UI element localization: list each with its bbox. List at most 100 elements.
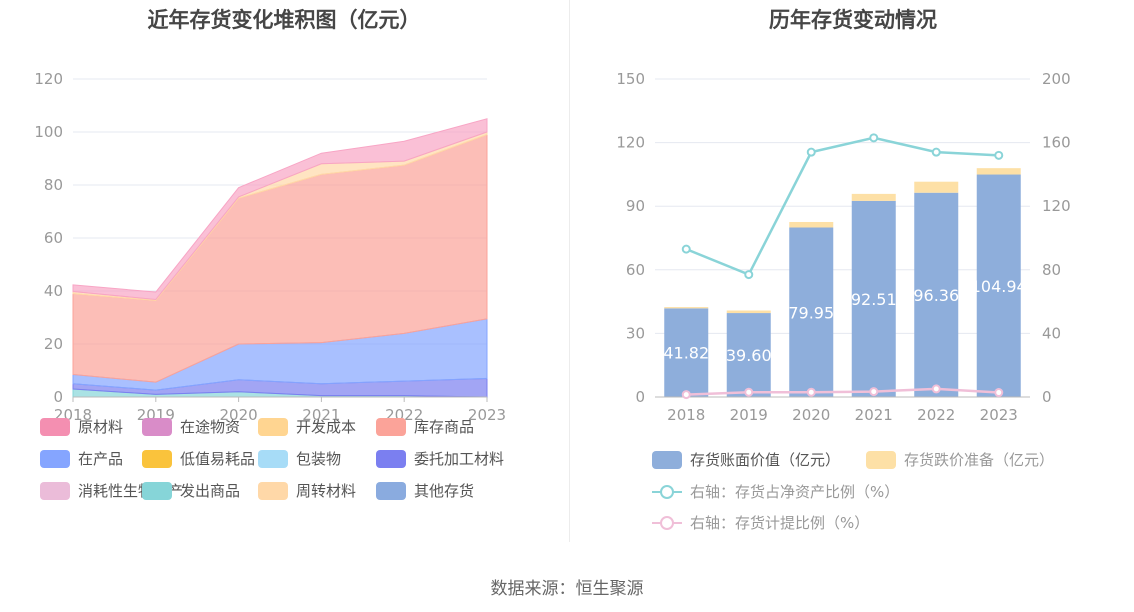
line-provision-ratio <box>686 387 999 396</box>
point-asset-ratio <box>931 147 941 157</box>
legend-item-其他存货[interactable]: 其他存货 <box>376 480 474 501</box>
bar-provision <box>976 168 1021 175</box>
left-y-tick-label: 0 <box>53 388 63 406</box>
legend-label: 在途物资 <box>180 418 241 436</box>
right-x-tick-label: 2021 <box>855 406 893 424</box>
right-y-right-tick-label: 160 <box>1042 134 1071 152</box>
point-provision-ratio <box>869 387 879 397</box>
legend-swatch <box>40 481 70 500</box>
data-source-note: 数据来源：恒生聚源 <box>490 579 644 599</box>
right-y-left-tick-label: 30 <box>626 324 645 342</box>
left-y-tick-label: 100 <box>34 123 63 141</box>
right-y-right-tick-label: 200 <box>1042 70 1071 88</box>
legend-swatch <box>652 514 682 532</box>
left-x-tick-label: 2023 <box>468 406 506 424</box>
right-y-right-tick-label: 0 <box>1042 388 1052 406</box>
right-x-tick-label: 2018 <box>667 406 705 424</box>
bar-book-value <box>726 313 771 397</box>
legend-item-右轴：存货计提比例（%）[interactable]: 右轴：存货计提比例（%） <box>652 512 869 533</box>
legend-swatch <box>866 450 896 469</box>
left-x-tick-label: 2021 <box>302 406 340 424</box>
point-asset-ratio <box>806 147 816 157</box>
right-y-left-tick-label: 120 <box>616 134 645 152</box>
legend-label: 存货账面价值（亿元） <box>690 451 841 469</box>
legend-label: 包装物 <box>296 450 342 468</box>
legend-item-在产品[interactable]: 在产品 <box>40 448 123 469</box>
point-asset-ratio <box>869 133 879 143</box>
legend-swatch <box>258 417 288 436</box>
right-y-left-tick-label: 0 <box>635 388 645 406</box>
left-chart-title: 近年存货变化堆积图（亿元） <box>147 8 421 32</box>
legend-label: 周转材料 <box>296 482 357 500</box>
right-y-right-tick-label: 120 <box>1042 197 1071 215</box>
legend-item-在途物资[interactable]: 在途物资 <box>142 416 240 437</box>
legend-item-存货跌价准备（亿元）[interactable]: 存货跌价准备（亿元） <box>866 449 1054 470</box>
legend-item-库存商品[interactable]: 库存商品 <box>376 416 474 437</box>
legend-item-委托加工材料[interactable]: 委托加工材料 <box>376 448 504 469</box>
legend-label: 发出商品 <box>180 482 241 500</box>
legend-label: 委托加工材料 <box>414 450 505 468</box>
legend-swatch <box>142 481 172 500</box>
legend-label: 原材料 <box>78 418 124 436</box>
bar-book-value <box>914 192 959 397</box>
right-y-right-tick-label: 40 <box>1042 324 1061 342</box>
bar-book-value <box>851 200 896 397</box>
legend-swatch <box>258 449 288 468</box>
bar-provision <box>851 193 896 201</box>
legend-swatch <box>142 417 172 436</box>
legend-label: 在产品 <box>78 450 124 468</box>
point-asset-ratio <box>994 150 1004 160</box>
point-provision-ratio <box>806 387 816 397</box>
bar-data-label: 39.60 <box>726 346 772 365</box>
left-x-tick-label: 2020 <box>220 406 258 424</box>
legend-swatch <box>376 417 406 436</box>
legend-item-周转材料[interactable]: 周转材料 <box>258 480 356 501</box>
legend-item-右轴：存货占净资产比例（%）[interactable]: 右轴：存货占净资产比例（%） <box>652 481 899 502</box>
legend-swatch <box>40 417 70 436</box>
legend-swatch <box>376 481 406 500</box>
right-y-right-tick-label: 80 <box>1042 261 1061 279</box>
right-x-tick-label: 2020 <box>792 406 830 424</box>
bar-book-value <box>664 308 709 397</box>
left-y-tick-label: 60 <box>44 229 63 247</box>
bar-book-value <box>976 174 1021 397</box>
left-y-tick-label: 40 <box>44 282 63 300</box>
charts-canvas: 0 20 40 60 80 100 120 2018 2019 2020 2021 2022 2023 0… <box>34 70 1071 424</box>
bar-data-label: 96.36 <box>913 286 959 305</box>
legend-label: 右轴：存货占净资产比例（%） <box>690 483 900 501</box>
point-asset-ratio <box>744 270 754 280</box>
right-y-left-tick-label: 150 <box>616 70 645 88</box>
legend-item-原材料[interactable]: 原材料 <box>40 416 123 437</box>
legend-label: 存货跌价准备（亿元） <box>904 451 1055 469</box>
left-y-tick-label: 20 <box>44 335 63 353</box>
legend-swatch <box>652 483 682 501</box>
right-x-tick-label: 2023 <box>980 406 1018 424</box>
right-y-left-tick-label: 90 <box>626 197 645 215</box>
legend-swatch <box>258 481 288 500</box>
point-asset-ratio <box>681 244 691 254</box>
bar-provision <box>726 310 771 314</box>
bar-data-label: 41.82 <box>663 344 709 363</box>
bar-provision <box>789 221 834 228</box>
legend-item-包装物[interactable]: 包装物 <box>258 448 341 469</box>
legend-label: 低值易耗品 <box>180 450 256 468</box>
point-provision-ratio <box>994 388 1004 398</box>
legend-swatch <box>376 449 406 468</box>
bar-provision <box>664 307 709 309</box>
area-原材料 <box>72 118 488 301</box>
bar-provision <box>914 181 959 193</box>
right-x-tick-label: 2019 <box>730 406 768 424</box>
legend-item-开发成本[interactable]: 开发成本 <box>258 416 356 437</box>
legend-swatch <box>652 450 682 469</box>
legend-item-发出商品[interactable]: 发出商品 <box>142 480 240 501</box>
point-provision-ratio <box>744 387 754 397</box>
point-provision-ratio <box>931 384 941 394</box>
legend-label: 其他存货 <box>414 482 475 500</box>
bar-data-label: 79.95 <box>788 303 834 322</box>
legend-item-低值易耗品[interactable]: 低值易耗品 <box>142 448 255 469</box>
legend-label: 开发成本 <box>296 418 357 436</box>
legend-label: 右轴：存货计提比例（%） <box>690 514 870 532</box>
line-asset-ratio <box>685 136 999 277</box>
legend-item-存货账面价值（亿元）[interactable]: 存货账面价值（亿元） <box>652 449 840 470</box>
point-provision-ratio <box>681 390 691 400</box>
